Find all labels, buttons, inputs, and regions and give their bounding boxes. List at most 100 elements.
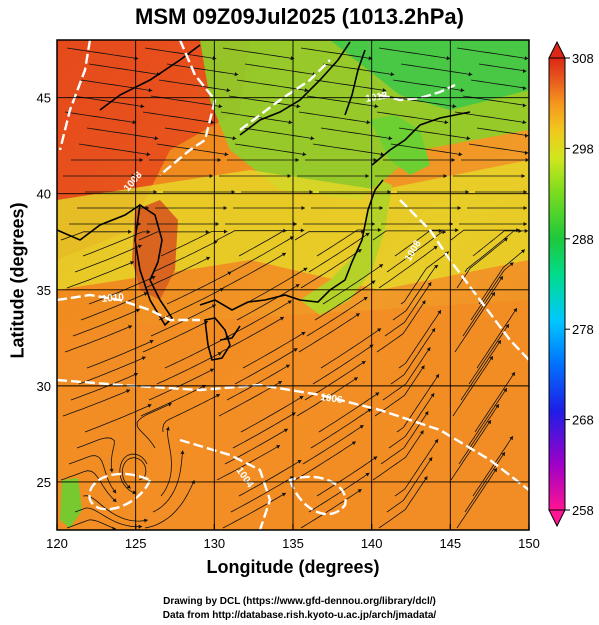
streamline: [86, 340, 154, 369]
streamline-arrow-icon: [522, 120, 527, 125]
lon-tick-label: 135: [282, 536, 304, 551]
lon-tick-label: 120: [46, 536, 68, 551]
streamline: [458, 403, 500, 465]
streamline-arrow-icon: [281, 252, 286, 257]
streamline-arrow-icon: [361, 361, 366, 365]
streamline: [216, 230, 287, 241]
streamline-arrow-icon: [126, 484, 131, 489]
isobar-label: 1006: [320, 392, 344, 406]
streamline-arrow-icon: [371, 221, 375, 227]
streamline: [400, 63, 473, 76]
streamline-arrow-icon: [304, 88, 309, 93]
streamline: [166, 63, 239, 76]
streamline: [294, 441, 357, 481]
streamline-arrow-icon: [442, 229, 446, 235]
streamline-arrow-icon: [206, 256, 211, 261]
streamline: [450, 419, 492, 481]
streamline-arrow-icon: [295, 157, 299, 163]
streamline: [392, 79, 465, 92]
streamline: [152, 240, 218, 273]
streamline-arrow-icon: [141, 356, 146, 361]
streamline-arrow-icon: [524, 133, 529, 138]
streamline: [144, 480, 195, 529]
streamline: [68, 455, 117, 494]
streamline-arrow-icon: [367, 408, 372, 413]
streamline: [320, 328, 382, 369]
streamline: [394, 229, 459, 257]
streamline-arrow-icon: [434, 439, 439, 444]
streamline: [152, 450, 184, 513]
lat-tick-label: 25: [37, 475, 51, 490]
streamline-arrow-icon: [353, 377, 358, 382]
streamline-arrow-icon: [518, 228, 522, 234]
streamline-arrow-icon: [374, 104, 379, 109]
streamline: [460, 339, 502, 401]
streamline-arrow-icon: [226, 88, 231, 93]
streamline: [378, 245, 438, 289]
streamline-arrow-icon: [143, 292, 148, 297]
streamline-arrow-icon: [135, 308, 140, 313]
streamline: [86, 127, 159, 140]
streamline-arrow-icon: [281, 492, 286, 497]
streamline: [236, 79, 309, 92]
streamline-arrow-icon: [523, 69, 527, 74]
streamline: [216, 444, 281, 481]
streamline-arrow-icon: [373, 456, 378, 461]
streamline: [144, 256, 211, 289]
streamline: [300, 488, 362, 529]
streamline: [226, 364, 290, 401]
streamline-arrow-icon: [302, 152, 307, 157]
streamline-arrow-icon: [513, 308, 517, 313]
streamline-arrow-icon: [297, 460, 302, 464]
streamline: [80, 292, 148, 321]
streamline: [310, 408, 372, 449]
streamline: [80, 79, 153, 92]
streamline-arrow-icon: [437, 310, 442, 315]
streamline-arrow-icon: [493, 468, 497, 473]
streamline: [400, 251, 450, 305]
colorbar-label: 288: [572, 232, 594, 247]
streamline: [66, 261, 135, 289]
streamline-arrow-icon: [217, 157, 221, 163]
streamline: [312, 143, 385, 156]
streamline: [398, 127, 471, 140]
streamline-arrow-icon: [300, 228, 305, 233]
streamline: [244, 267, 308, 305]
streamline-arrow-icon: [521, 173, 525, 179]
streamline-arrow-icon: [431, 328, 436, 333]
streamline: [148, 368, 215, 401]
streamline-arrow-icon: [211, 304, 216, 309]
streamline: [160, 231, 228, 257]
streamline-arrow-icon: [234, 72, 239, 77]
streamline: [300, 47, 373, 60]
streamline-arrow-icon: [457, 205, 461, 211]
streamline-arrow-icon: [109, 468, 114, 473]
streamline: [142, 320, 209, 353]
streamline: [66, 519, 117, 530]
streamline-arrow-icon: [148, 88, 153, 93]
streamline: [138, 231, 210, 241]
streamline: [144, 47, 217, 60]
streamline-arrow-icon: [375, 392, 380, 397]
streamline: [119, 453, 148, 494]
streamline-arrow-icon: [522, 86, 527, 91]
streamline-arrow-icon: [215, 221, 219, 227]
streamline-arrow-icon: [433, 245, 438, 250]
streamline-arrow-icon: [465, 189, 469, 195]
streamline-arrow-icon: [523, 205, 527, 211]
streamline: [454, 291, 496, 353]
streamline: [316, 456, 378, 497]
streamline: [158, 79, 231, 92]
streamline-arrow-icon: [128, 229, 132, 234]
colorbar-label: 278: [572, 322, 594, 337]
streamline-arrow-icon: [112, 498, 117, 502]
lon-tick-label: 140: [361, 536, 383, 551]
streamline-arrow-icon: [293, 348, 298, 352]
streamline: [234, 348, 298, 385]
streamline-arrow-icon: [296, 104, 301, 109]
streamline-arrow-icon: [421, 300, 426, 305]
streamline-arrow-icon: [209, 173, 213, 179]
streamline-arrow-icon: [290, 56, 295, 61]
streamline-arrow-icon: [382, 88, 387, 93]
streamline-arrow-icon: [495, 404, 499, 409]
